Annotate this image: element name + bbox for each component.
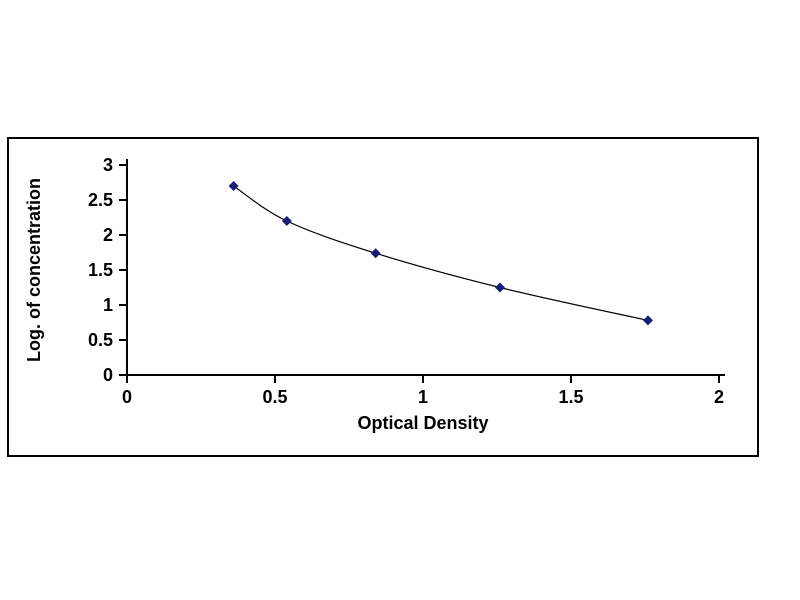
y-axis-label: Log. of concentration xyxy=(24,178,44,362)
data-point-marker xyxy=(642,315,653,326)
data-point-marker xyxy=(281,216,292,226)
x-tick-label: 1.5 xyxy=(558,387,583,407)
standard-curve-line xyxy=(233,185,649,321)
x-tick-label: 1 xyxy=(418,387,428,407)
x-tick-label: 0.5 xyxy=(262,387,287,407)
y-tick-label: 2 xyxy=(103,225,113,245)
y-tick-label: 3 xyxy=(103,155,113,175)
data-point-marker xyxy=(370,248,381,259)
data-point-marker xyxy=(494,282,505,293)
y-tick-label: 0 xyxy=(103,365,113,385)
y-tick-label: 2.5 xyxy=(88,190,113,210)
y-tick-label: 1 xyxy=(103,295,113,315)
x-tick-label: 2 xyxy=(714,387,724,407)
x-axis-label: Optical Density xyxy=(357,413,488,433)
y-tick-label: 1.5 xyxy=(88,260,113,280)
x-tick-label: 0 xyxy=(122,387,132,407)
data-point-marker xyxy=(228,181,239,191)
y-tick-label: 0.5 xyxy=(88,330,113,350)
